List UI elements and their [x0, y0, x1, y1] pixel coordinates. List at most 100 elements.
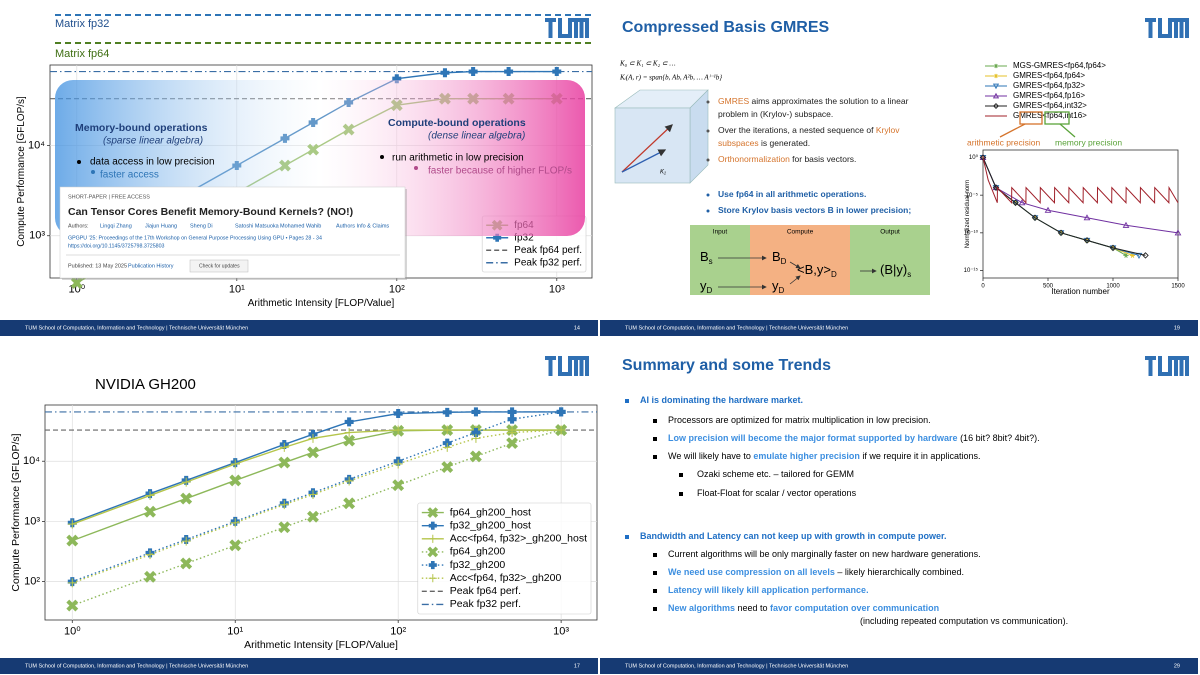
chart: 10⁰ 10¹ 10² 10³ 10² 10³ 10⁴ Arithmetic Intensit… — [10, 404, 598, 651]
x-tick-label: 10¹ — [227, 626, 243, 638]
marker — [507, 414, 517, 424]
text-run: favor computation over communication — [770, 603, 939, 613]
bullet-text: (including repeated computation vs commu… — [860, 616, 1068, 626]
text-run: Processors are optimized for matrix mult… — [668, 415, 931, 425]
y-tick-label: 10⁰ — [969, 154, 979, 161]
logo-block — [1148, 356, 1153, 376]
text-run: Store Krylov basis vectors B in lower pr… — [718, 205, 911, 215]
marker — [180, 557, 193, 570]
legend-label: fp32_gh200 — [450, 559, 506, 571]
logo-block — [1179, 18, 1184, 38]
y-tick-label: 10³ — [29, 230, 45, 242]
x-tick-label: 10³ — [553, 626, 569, 638]
logo-block — [579, 356, 584, 376]
bullet — [706, 193, 710, 197]
marker — [1135, 252, 1143, 259]
bullet — [706, 209, 710, 213]
x-tick-label: 10¹ — [229, 284, 245, 296]
formula: Kᵢ(A, r) = span{b, Ab, A²b, … Aⁱ⁻¹b} — [619, 74, 722, 82]
marker — [1083, 237, 1091, 244]
cell-base: (B|y) — [880, 262, 907, 277]
footer-text: TUM School of Computation, Information a… — [25, 325, 248, 331]
marker — [992, 184, 1000, 191]
logo-block — [568, 18, 572, 38]
y-axis-label: Compute Performance [GFLOP/s] — [16, 96, 27, 247]
marker — [144, 570, 156, 583]
marker — [66, 534, 79, 547]
bullet-text: Use fp64 in all arithmetic operations. — [718, 189, 866, 199]
marker — [344, 476, 354, 486]
plot-area — [982, 149, 1179, 279]
marker — [992, 83, 1000, 90]
legend-label: fp64_gh200 — [450, 546, 506, 558]
bullet-text: GMRES aims approximates the solution to … — [718, 96, 909, 106]
marker — [552, 67, 562, 77]
marker — [428, 574, 437, 583]
logo-block — [585, 18, 589, 38]
x-tick-label: 10² — [390, 626, 406, 638]
cell-sub: D — [707, 286, 713, 295]
marker — [471, 433, 481, 443]
paper-author: Sheng Di — [190, 223, 213, 229]
bullet-text: Float-Float for scalar / vector operatio… — [697, 488, 857, 498]
x-axis-label: Arithmetic Intensity [FLOP/Value] — [244, 639, 398, 651]
logo-block — [574, 356, 578, 376]
vector — [621, 124, 673, 173]
bullet-text: Processors are optimized for matrix mult… — [668, 415, 931, 425]
marker — [144, 505, 156, 518]
text-run: problem in (Krylov-) subspace. — [718, 109, 833, 119]
marker — [1174, 229, 1182, 236]
vector — [621, 149, 667, 173]
overlay-text: data access in low precision — [90, 157, 215, 168]
cube-label: K₁ — [660, 170, 666, 176]
paper-tag: SHORT-PAPER | FREE ACCESS — [68, 194, 150, 200]
marker — [67, 578, 77, 588]
series-line — [982, 157, 1179, 204]
bullet-text: New algorithms need to favor computation… — [668, 603, 939, 613]
text-run: New algorithms — [668, 603, 735, 613]
x-tick-label: 1000 — [1106, 283, 1120, 289]
x-tick-label: 0 — [981, 283, 985, 289]
paper-authors-label: Authors: — [68, 223, 89, 229]
bullet — [625, 399, 629, 403]
bullet — [679, 492, 683, 496]
flow-cell: BD — [772, 249, 787, 266]
text-run: Float-Float for scalar / vector operatio… — [697, 488, 857, 498]
marker — [1012, 199, 1019, 206]
logo-block — [568, 356, 572, 376]
bullet — [653, 437, 657, 441]
overlay-subtitle: (dense linear algebra) — [428, 131, 525, 142]
text-run: need to — [735, 603, 770, 613]
text-run: – likely hierarchically combined. — [835, 567, 964, 577]
marker — [1031, 214, 1039, 222]
text-run: (including repeated computation vs commu… — [860, 616, 1068, 626]
marker — [180, 492, 193, 505]
bullet — [706, 158, 710, 162]
marker — [308, 433, 318, 443]
logo-block — [1179, 356, 1184, 376]
logo-block — [579, 18, 584, 38]
bullet — [706, 129, 710, 133]
text-run: Current algorithms will be only marginal… — [668, 549, 981, 559]
overlay-text: run arithmetic in low precision — [392, 153, 524, 164]
callout — [1059, 123, 1076, 138]
legend-label: Acc<fp64, fp32>_gh200 — [450, 572, 562, 584]
text-run: Latency will likely kill application per… — [668, 585, 869, 595]
marker — [427, 507, 439, 518]
x-tick-label: 500 — [1043, 283, 1054, 289]
bullet-text: Over the iterations, a nested sequence o… — [718, 125, 900, 135]
marker — [1123, 252, 1129, 258]
page-number: 14 — [574, 325, 580, 331]
flow-arrow — [789, 261, 801, 269]
footer-bar — [0, 320, 598, 336]
flow-cell: Bs — [700, 249, 713, 266]
marker — [993, 73, 999, 79]
footer-bar — [0, 658, 598, 674]
flow-header: Compute — [787, 229, 814, 236]
legend-label: Peak fp64 perf. — [450, 585, 521, 597]
cube-front — [614, 107, 691, 184]
bullet-text: We will likely have to emulate higher pr… — [668, 451, 980, 461]
logo-block — [558, 34, 572, 38]
logo-block — [548, 18, 553, 38]
marker — [145, 550, 155, 560]
